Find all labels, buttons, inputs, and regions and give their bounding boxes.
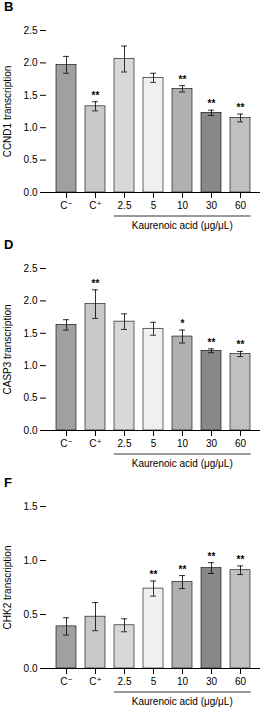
svg-text:5: 5	[151, 200, 157, 211]
svg-text:0.5: 0.5	[24, 609, 38, 620]
svg-text:60: 60	[235, 200, 247, 211]
svg-text:2.5: 2.5	[24, 263, 38, 274]
svg-text:10: 10	[177, 676, 189, 687]
svg-text:**: **	[179, 564, 187, 575]
svg-text:C⁻: C⁻	[60, 200, 73, 211]
svg-text:**: **	[237, 554, 245, 565]
svg-text:1.0: 1.0	[24, 360, 38, 371]
svg-text:**: **	[237, 102, 245, 113]
svg-text:1.0: 1.0	[24, 555, 38, 566]
svg-text:10: 10	[177, 438, 189, 449]
svg-text:C⁺: C⁺	[89, 676, 102, 687]
svg-text:**: **	[179, 74, 187, 85]
svg-text:5: 5	[151, 676, 157, 687]
svg-text:C⁻: C⁻	[60, 676, 73, 687]
svg-text:**: **	[208, 98, 216, 109]
svg-text:**: **	[92, 90, 100, 101]
html-text:D: D	[4, 237, 14, 252]
svg-text:2.0: 2.0	[24, 295, 38, 306]
svg-text:5: 5	[151, 438, 157, 449]
svg-text:0.0: 0.0	[24, 663, 38, 674]
svg-text:10: 10	[177, 200, 189, 211]
html-text:F: F	[4, 475, 12, 490]
svg-text:30: 30	[206, 200, 218, 211]
svg-text:**: **	[208, 337, 216, 348]
svg-text:*: *	[181, 318, 185, 329]
svg-text:**: **	[237, 339, 245, 350]
svg-text:**: **	[92, 278, 100, 289]
svg-text:1.5: 1.5	[24, 328, 38, 339]
svg-text:C⁺: C⁺	[89, 200, 102, 211]
svg-text:Kaurenoic acid (μg/μL): Kaurenoic acid (μg/μL)	[132, 220, 233, 231]
svg-text:**: **	[208, 551, 216, 562]
svg-text:Kaurenoic acid (μg/μL): Kaurenoic acid (μg/μL)	[132, 458, 233, 469]
svg-text:C⁺: C⁺	[89, 438, 102, 449]
svg-text:60: 60	[235, 438, 247, 449]
svg-text:**: **	[150, 569, 158, 580]
svg-text:2.5: 2.5	[118, 200, 132, 211]
svg-text:CCND1 transcription: CCND1 transcription	[2, 66, 13, 158]
svg-text:60: 60	[235, 676, 247, 687]
svg-text:1.5: 1.5	[24, 501, 38, 512]
html-text:B: B	[4, 0, 14, 14]
svg-text:CASP3 transcription: CASP3 transcription	[2, 304, 13, 394]
svg-text:1.0: 1.0	[24, 122, 38, 133]
svg-text:0.5: 0.5	[24, 154, 38, 165]
svg-text:1.5: 1.5	[24, 90, 38, 101]
svg-text:2.5: 2.5	[24, 25, 38, 36]
svg-text:0.0: 0.0	[24, 187, 38, 198]
svg-text:Kaurenoic acid (μg/μL): Kaurenoic acid (μg/μL)	[132, 696, 233, 707]
svg-text:CHK2 transcription: CHK2 transcription	[2, 546, 13, 630]
svg-text:0.5: 0.5	[24, 392, 38, 403]
svg-text:0.0: 0.0	[24, 425, 38, 436]
svg-text:2.0: 2.0	[24, 57, 38, 68]
svg-text:2.5: 2.5	[118, 676, 132, 687]
svg-text:C⁻: C⁻	[60, 438, 73, 449]
svg-text:30: 30	[206, 438, 218, 449]
svg-text:2.5: 2.5	[118, 438, 132, 449]
svg-text:30: 30	[206, 676, 218, 687]
